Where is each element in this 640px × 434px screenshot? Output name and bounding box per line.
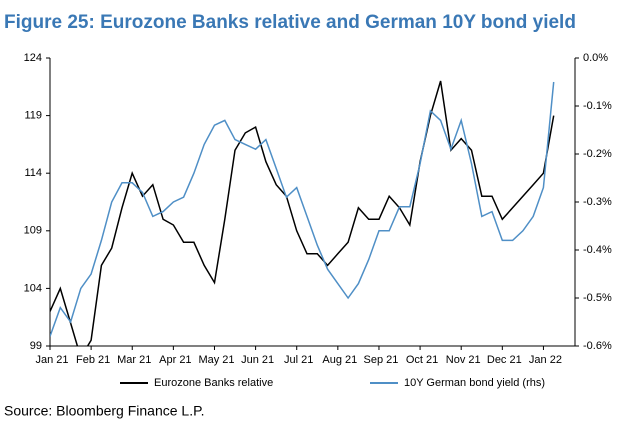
x-tick-label: Sep 21 (364, 354, 399, 366)
y2-tick-label: -0.2% (583, 148, 612, 160)
y2-tick-label: 0.0% (583, 52, 608, 64)
x-tick-label: Nov 21 (446, 354, 481, 366)
y-tick-label: 109 (24, 225, 42, 237)
x-tick-label: Jan 22 (529, 354, 562, 366)
y-tick-label: 104 (24, 282, 42, 294)
x-tick-label: Jul 21 (284, 354, 313, 366)
y-tick-label: 99 (30, 340, 42, 352)
y2-tick-label: -0.3% (583, 196, 612, 208)
y-tick-label: 124 (24, 52, 42, 64)
y-tick-label: 114 (24, 167, 42, 179)
legend-label: 10Y German bond yield (rhs) (404, 377, 545, 389)
x-tick-label: Aug 21 (322, 354, 357, 366)
y2-tick-label: -0.1% (583, 100, 612, 112)
y2-tick-label: -0.4% (583, 244, 612, 256)
x-tick-label: Jan 21 (35, 354, 68, 366)
x-tick-label: Oct 21 (406, 354, 438, 366)
x-tick-label: May 21 (198, 354, 234, 366)
source: Source: Bloomberg Finance L.P. (4, 403, 205, 419)
series-line (50, 81, 555, 337)
y-tick-label: 119 (24, 110, 42, 122)
x-tick-label: Mar 21 (117, 354, 151, 366)
chart-title: Figure 25: Eurozone Banks relative and G… (4, 12, 576, 33)
x-tick-label: Apr 21 (159, 354, 191, 366)
series-line (50, 80, 555, 346)
legend-label: Eurozone Banks relative (154, 377, 273, 389)
y2-tick-label: -0.6% (583, 340, 612, 352)
x-tick-label: Feb 21 (76, 354, 110, 366)
x-tick-label: Dec 21 (487, 354, 522, 366)
y2-tick-label: -0.5% (583, 292, 612, 304)
x-tick-label: Jun 21 (241, 354, 274, 366)
